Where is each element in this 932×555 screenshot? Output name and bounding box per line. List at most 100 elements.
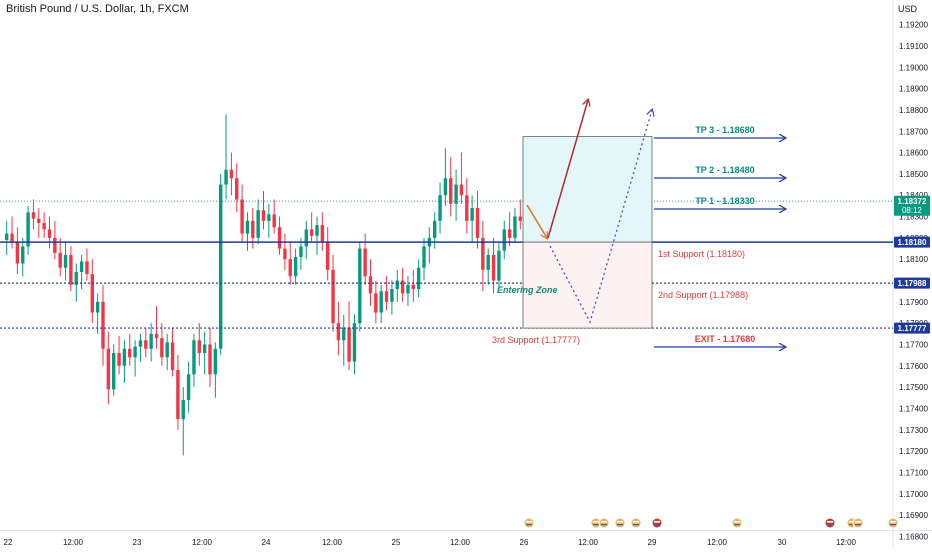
price-marker-countdown: 08:12	[902, 206, 923, 215]
candle-body	[272, 214, 276, 228]
y-tick-label: 1.18700	[899, 127, 928, 136]
economic-event-icon[interactable]	[614, 517, 626, 529]
y-tick-label: 1.17700	[899, 340, 928, 349]
bullish-arrow[interactable]	[547, 100, 588, 239]
support-1-label: 1st Support (1.18180)	[658, 249, 745, 259]
candle-body	[459, 184, 464, 196]
economic-event-icon[interactable]	[651, 517, 663, 529]
y-tick-label: 1.19100	[899, 42, 928, 51]
candle-body	[422, 246, 426, 268]
x-tick-label: 22	[4, 538, 13, 547]
y-tick-label: 1.18800	[899, 106, 928, 115]
y-tick-label: 1.17000	[899, 490, 928, 499]
y-tick-label: 1.16800	[899, 532, 928, 541]
x-tick-label: 12:00	[322, 538, 343, 547]
target-zone-box[interactable]	[522, 136, 653, 243]
candle-body	[42, 222, 46, 230]
candle-body	[90, 274, 94, 313]
candle-body	[411, 284, 415, 290]
candle-body	[470, 208, 474, 221]
candle-body	[433, 220, 437, 238]
candle-body	[245, 220, 250, 234]
candle-body	[395, 280, 399, 290]
candle-body	[213, 348, 218, 375]
economic-event-icon[interactable]	[523, 517, 535, 529]
economic-event-icon[interactable]	[598, 517, 610, 529]
candle-body	[358, 248, 362, 324]
alternate-path[interactable]	[549, 110, 652, 324]
price-marker-value: 1.18180	[898, 238, 927, 247]
candle-body	[5, 233, 9, 241]
x-tick-label: 12:00	[63, 538, 84, 547]
economic-event-icon[interactable]	[887, 517, 899, 529]
candle-body	[181, 399, 185, 420]
candle-body	[160, 338, 164, 358]
candle-body	[101, 301, 105, 349]
tp2-label: TP 2 - 1.18480	[695, 165, 754, 175]
price-marker-1: 1.18180	[894, 236, 930, 248]
candle-body	[58, 252, 62, 268]
economic-event-icon[interactable]	[731, 517, 743, 529]
candle-body	[261, 210, 266, 221]
candle-body	[133, 346, 137, 358]
y-tick-label: 1.19000	[899, 63, 928, 72]
candle-body	[74, 272, 78, 285]
y-tick-label: 1.16900	[899, 511, 928, 520]
candle-body	[304, 229, 308, 247]
candle-body	[293, 257, 298, 277]
economic-event-icon[interactable]	[630, 517, 642, 529]
candle-body	[299, 246, 303, 258]
economic-event-icon[interactable]	[852, 517, 864, 529]
price-marker-3: 1.17777	[894, 322, 930, 334]
candle-body	[138, 340, 143, 347]
candle-body	[481, 237, 485, 270]
candle-body	[363, 248, 367, 277]
candle-body	[283, 248, 287, 260]
candle-body	[128, 348, 132, 358]
candle-body	[374, 293, 378, 313]
candle-body	[507, 229, 512, 238]
candle-body	[491, 254, 496, 281]
candle-body	[219, 184, 223, 349]
candle-body	[513, 216, 517, 238]
entry-arrow[interactable]	[526, 204, 547, 238]
y-tick-label: 1.17200	[899, 447, 928, 456]
x-tick-label: 12:00	[707, 538, 728, 547]
candle-body	[400, 280, 405, 294]
candle-body	[502, 229, 506, 251]
tp3-label: TP 3 - 1.18680	[695, 125, 754, 135]
y-tick-label: 1.17400	[899, 404, 928, 413]
currency-label: USD	[898, 4, 918, 14]
candle-body	[240, 199, 244, 234]
x-tick-label: 23	[133, 538, 142, 547]
candle-body	[154, 333, 159, 339]
candle-body	[352, 323, 357, 362]
price-marker-2: 1.17988	[894, 277, 930, 289]
economic-event-icon[interactable]	[824, 517, 836, 529]
x-tick-label: 29	[648, 538, 657, 547]
candle-body	[224, 169, 228, 185]
candle-body	[443, 178, 448, 196]
candle-body	[229, 169, 234, 179]
exit-label: EXIT - 1.17680	[695, 334, 756, 344]
candle-body	[122, 348, 127, 366]
candle-body	[95, 301, 100, 313]
x-tick-label: 12:00	[450, 538, 471, 547]
candle-body	[342, 327, 346, 341]
y-tick-label: 1.17900	[899, 298, 928, 307]
candle-body	[235, 178, 239, 200]
x-tick-label: 12:00	[578, 538, 599, 547]
candle-body	[288, 259, 292, 277]
candle-body	[475, 208, 480, 238]
tp1-label: TP 1 - 1.18330	[695, 196, 754, 206]
candle-body	[192, 340, 196, 375]
candle-body	[518, 216, 522, 221]
candle-body	[170, 342, 175, 371]
candle-body	[10, 233, 14, 243]
y-tick-label: 1.18600	[899, 149, 928, 158]
candle-body	[197, 340, 201, 354]
risk-zone-box[interactable]	[522, 241, 653, 329]
